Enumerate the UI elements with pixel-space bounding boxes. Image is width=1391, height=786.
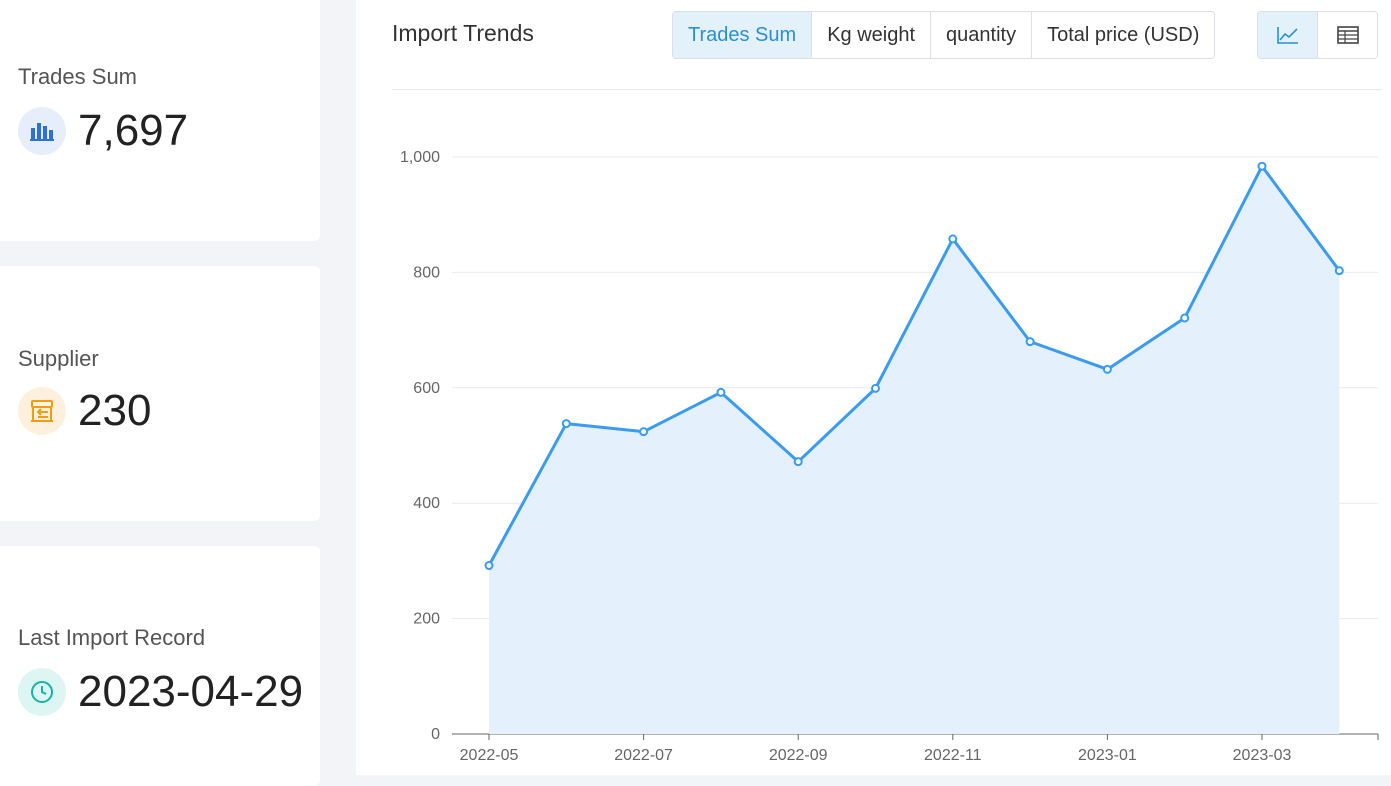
- stat-value: 2023-04-29: [78, 667, 304, 716]
- tab-trades-sum[interactable]: Trades Sum: [673, 12, 812, 58]
- data-point: [1025, 337, 1035, 347]
- stat-card-last-import: Last Import Record 2023-04-29: [0, 546, 320, 786]
- store-icon: [18, 387, 66, 435]
- tab-total-price[interactable]: Total price (USD): [1031, 12, 1215, 58]
- clock-icon: [18, 668, 66, 716]
- y-tick-label: 800: [413, 264, 440, 281]
- y-tick-label: 400: [413, 495, 440, 512]
- stat-label: Supplier: [18, 346, 99, 371]
- series-area: [489, 166, 1340, 734]
- stat-value: 230: [78, 386, 152, 435]
- series-line: [487, 164, 1341, 567]
- data-point: [1257, 161, 1267, 171]
- import-trends-panel: Import Trends Trades Sum Kg weight quant…: [356, 0, 1391, 775]
- import-trends-chart: 0 200 400 600 800 1,000 2022-05 2022-07 2022-09 2…: [400, 149, 1379, 764]
- y-tick-label: 0: [431, 726, 440, 743]
- tab-quantity[interactable]: quantity: [930, 12, 1032, 58]
- x-tick-label: 2023-03: [1233, 747, 1292, 764]
- table-view-button[interactable]: [1317, 12, 1377, 58]
- data-point: [1180, 313, 1190, 323]
- stat-value: 7,697: [78, 106, 189, 155]
- tab-kg-weight[interactable]: Kg weight: [811, 12, 931, 58]
- metric-tabs: Trades Sum Kg weight quantity Total pric…: [672, 11, 1216, 59]
- x-tick-label: 2022-07: [614, 747, 673, 764]
- x-tick-label: 2022-11: [924, 747, 982, 764]
- data-point: [871, 383, 880, 393]
- data-point: [561, 419, 571, 429]
- data-point: [1102, 364, 1112, 374]
- table-icon: [1336, 26, 1359, 44]
- stat-card-supplier: Supplier 230: [0, 266, 320, 521]
- stat-card-trades-sum: Trades Sum 7,697: [0, 0, 320, 241]
- stat-row: 2023-04-29: [18, 668, 303, 716]
- y-tick-label: 600: [413, 380, 440, 397]
- stat-label: Last Import Record: [18, 625, 206, 650]
- x-tick-label: 2022-09: [769, 747, 828, 764]
- stat-row: 7,697: [18, 107, 188, 155]
- data-point: [484, 561, 494, 571]
- line-chart-icon: [1276, 27, 1298, 44]
- data-point: [639, 427, 649, 437]
- line-chart-view-button[interactable]: [1258, 12, 1317, 58]
- y-tick-label: 200: [413, 611, 440, 628]
- y-tick-label: 1,000: [400, 149, 440, 166]
- panel-title: Import Trends: [392, 20, 534, 46]
- data-point: [948, 234, 958, 244]
- data-point: [716, 387, 726, 397]
- bar-chart-icon: [18, 107, 66, 155]
- x-tick-label: 2023-01: [1078, 747, 1137, 764]
- stat-row: 230: [18, 387, 151, 435]
- data-point: [793, 457, 803, 467]
- stat-label: Trades Sum: [18, 64, 138, 89]
- header-divider: [392, 89, 1382, 90]
- x-tick-label: 2022-05: [460, 747, 519, 764]
- view-toggle: [1257, 11, 1378, 59]
- data-point: [1334, 266, 1344, 276]
